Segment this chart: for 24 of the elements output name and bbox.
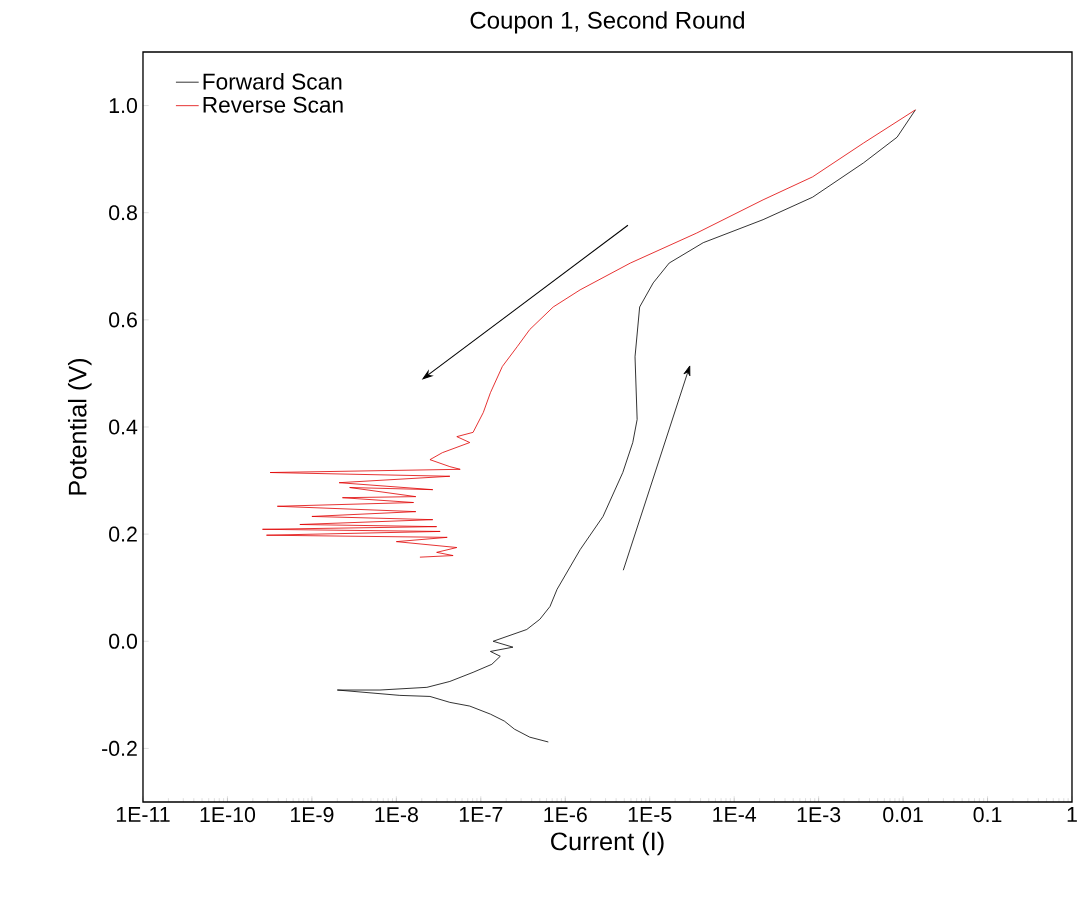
x-tick-label: 1E-3: [797, 807, 841, 823]
x-tick-label: 1E-8: [375, 807, 418, 823]
x-tick-label: 1E-9: [291, 807, 334, 823]
x-axis-title: Current (I): [551, 831, 664, 856]
x-tick-label: 0.1: [973, 807, 1002, 823]
y-tick-label: 0.4: [109, 419, 138, 435]
x-tick-label: 1E-7: [459, 807, 503, 822]
x-tick-label: 1E-10: [200, 807, 256, 823]
y-tick-label: 0.6: [109, 312, 137, 328]
y-tick-label: 0.8: [109, 205, 137, 221]
y-tick-label: 1.0: [109, 98, 138, 114]
legend-label: Forward Scan: [203, 73, 342, 90]
legend-label: Reverse Scan: [203, 96, 343, 113]
x-tick-label: 1E-11: [116, 807, 170, 822]
x-tick-label: 1: [1067, 807, 1077, 822]
y-axis-title: Potential (V): [67, 358, 92, 495]
y-tick-label: 0.0: [109, 633, 138, 649]
x-tick-label: 1E-6: [544, 807, 587, 823]
x-tick-label: 0.01: [883, 807, 923, 823]
y-tick-label: -0.2: [102, 740, 137, 756]
x-tick-label: 1E-5: [628, 807, 672, 822]
y-tick-label: 0.2: [109, 526, 137, 542]
chart-title: Coupon 1, Second Round: [470, 11, 744, 34]
x-tick-label: 1E-4: [713, 807, 757, 822]
